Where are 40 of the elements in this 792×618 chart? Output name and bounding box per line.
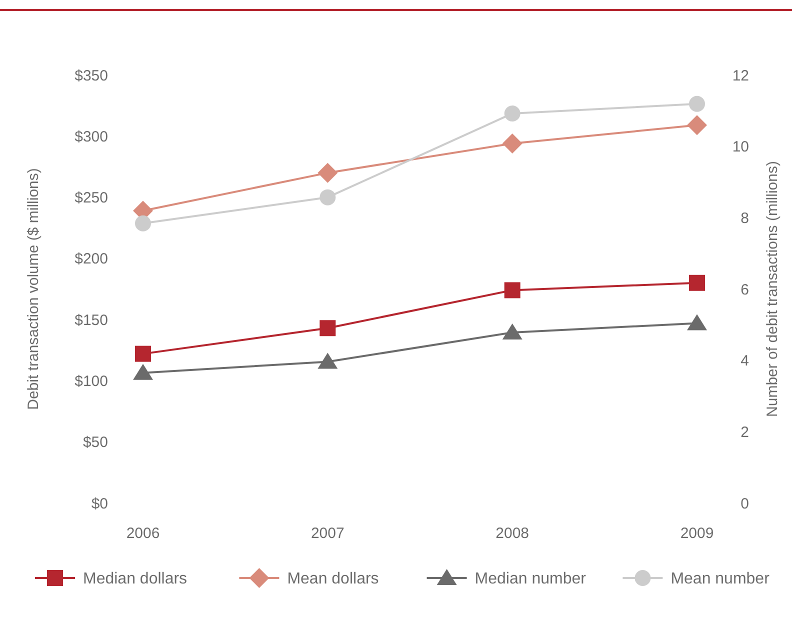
point — [320, 320, 336, 336]
point — [135, 215, 151, 232]
y-tick-label: $350 — [74, 67, 108, 84]
y-tick-label: $150 — [74, 312, 108, 329]
point — [689, 96, 705, 112]
point — [133, 364, 153, 380]
y-tick-label: $200 — [74, 250, 108, 268]
point — [318, 162, 338, 183]
point — [320, 189, 336, 206]
x-tick-label: 2006 — [126, 525, 160, 542]
legend-label: Median number — [474, 570, 587, 588]
y2-tick-label: 4 — [740, 352, 749, 370]
y-tick-label: $250 — [74, 190, 108, 207]
point — [502, 324, 522, 340]
y2-tick-label: 0 — [740, 495, 749, 512]
point — [502, 133, 522, 154]
point — [687, 314, 707, 330]
y2-tick-label: 6 — [740, 281, 749, 298]
legend-label: Mean dollars — [287, 570, 379, 588]
point — [689, 274, 705, 291]
y-tick-label: $0 — [91, 495, 108, 512]
x-tick-label: 2008 — [496, 525, 530, 542]
y-tick-label: $100 — [74, 372, 108, 390]
y2-tick-label: 12 — [732, 67, 749, 84]
y2-tick-label: 10 — [732, 138, 749, 156]
y2-tick-label: 2 — [740, 424, 749, 441]
legend-label: Median dollars — [83, 570, 188, 588]
point — [318, 352, 338, 369]
y2-axis-title: Number of debit transactions (millions) — [764, 161, 781, 417]
y2-tick-label: 8 — [740, 210, 749, 227]
point — [504, 282, 520, 298]
legend-label: Mean number — [670, 570, 770, 588]
y-axis-title: Debit transaction volume ($ millions) — [25, 168, 42, 410]
x-tick-label: 2009 — [680, 525, 714, 542]
y-tick-label: $50 — [82, 434, 108, 452]
point — [504, 106, 520, 122]
x-tick-label: 2007 — [310, 525, 344, 542]
point — [135, 346, 151, 362]
point — [687, 115, 707, 136]
y-tick-label: $300 — [74, 128, 108, 146]
